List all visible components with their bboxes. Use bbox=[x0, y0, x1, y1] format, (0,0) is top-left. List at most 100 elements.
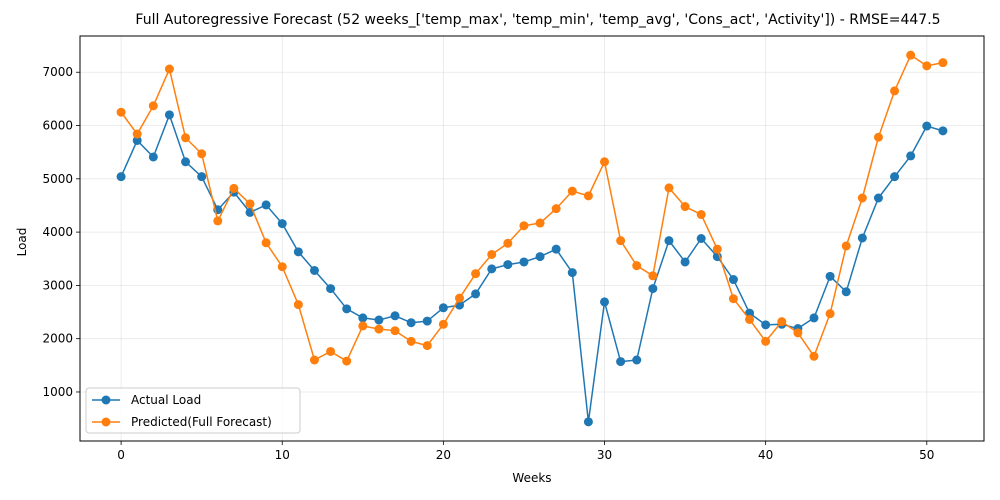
data-point-1 bbox=[471, 269, 481, 279]
data-point-1 bbox=[132, 129, 142, 139]
data-point-1 bbox=[567, 186, 577, 196]
data-point-1 bbox=[616, 236, 626, 246]
x-tick-label: 0 bbox=[117, 448, 125, 462]
data-point-1 bbox=[261, 238, 271, 248]
legend: Actual Load Predicted(Full Forecast) bbox=[85, 387, 301, 434]
x-axis: 0 10 20 30 40 50 bbox=[117, 441, 934, 462]
data-point-1 bbox=[632, 261, 642, 271]
chart-title: Full Autoregressive Forecast (52 weeks_[… bbox=[135, 12, 940, 28]
x-tick-label: 20 bbox=[436, 448, 451, 462]
data-point-1 bbox=[535, 218, 545, 228]
data-point-1 bbox=[745, 315, 755, 324]
data-point-1 bbox=[761, 336, 771, 346]
data-point-1 bbox=[841, 241, 851, 251]
data-point-1 bbox=[148, 101, 158, 111]
data-point-0 bbox=[390, 311, 400, 321]
data-point-1 bbox=[164, 64, 174, 74]
data-point-0 bbox=[648, 284, 658, 294]
data-point-0 bbox=[471, 289, 481, 299]
data-point-1 bbox=[309, 355, 319, 365]
data-point-0 bbox=[326, 284, 336, 294]
data-point-0 bbox=[261, 200, 271, 210]
data-point-1 bbox=[181, 133, 191, 143]
y-axis-label: Load bbox=[15, 228, 29, 257]
y-tick-label: 4000 bbox=[42, 225, 73, 239]
data-point-1 bbox=[342, 356, 352, 366]
data-point-0 bbox=[197, 172, 207, 182]
data-point-0 bbox=[148, 152, 158, 162]
y-axis: 1000 2000 3000 4000 5000 6000 7000 bbox=[42, 65, 80, 399]
data-point-0 bbox=[277, 219, 287, 229]
data-point-0 bbox=[535, 252, 545, 262]
data-point-1 bbox=[197, 149, 207, 159]
data-point-0 bbox=[487, 264, 497, 274]
data-point-1 bbox=[938, 58, 948, 68]
legend-label-actual: Actual Load bbox=[131, 393, 201, 407]
data-point-0 bbox=[728, 275, 738, 285]
data-point-1 bbox=[922, 61, 932, 71]
data-point-0 bbox=[664, 236, 674, 246]
data-point-0 bbox=[938, 126, 948, 136]
data-point-1 bbox=[374, 324, 384, 334]
data-point-1 bbox=[825, 309, 835, 319]
data-point-1 bbox=[422, 341, 432, 351]
data-point-1 bbox=[358, 321, 368, 331]
legend-frame bbox=[85, 387, 301, 434]
data-point-0 bbox=[825, 271, 835, 281]
data-point-1 bbox=[890, 86, 900, 96]
y-tick-label: 5000 bbox=[42, 172, 73, 186]
data-point-1 bbox=[438, 319, 448, 329]
data-point-1 bbox=[229, 183, 239, 193]
data-point-0 bbox=[132, 135, 142, 145]
data-point-0 bbox=[438, 303, 448, 313]
data-point-0 bbox=[906, 151, 916, 161]
data-point-1 bbox=[906, 50, 916, 60]
data-point-0 bbox=[632, 355, 642, 365]
x-tick-label: 30 bbox=[597, 448, 612, 462]
data-point-1 bbox=[551, 204, 561, 214]
x-axis-label: Weeks bbox=[512, 471, 551, 485]
data-point-0 bbox=[616, 357, 626, 367]
data-point-1 bbox=[600, 157, 610, 167]
data-point-1 bbox=[406, 336, 416, 346]
data-point-0 bbox=[503, 260, 513, 270]
data-point-0 bbox=[116, 172, 126, 182]
data-point-1 bbox=[116, 107, 126, 117]
data-point-0 bbox=[600, 297, 610, 307]
data-point-0 bbox=[519, 257, 529, 267]
data-point-0 bbox=[873, 193, 883, 203]
data-point-1 bbox=[777, 317, 787, 327]
data-point-1 bbox=[519, 221, 529, 231]
data-point-0 bbox=[164, 110, 174, 120]
series-layer bbox=[116, 50, 948, 427]
data-point-0 bbox=[567, 268, 577, 278]
x-tick-label: 50 bbox=[919, 448, 934, 462]
grid-lines bbox=[80, 36, 984, 441]
data-point-1 bbox=[857, 193, 867, 203]
data-point-1 bbox=[293, 300, 303, 310]
data-point-0 bbox=[551, 244, 561, 254]
data-point-1 bbox=[503, 238, 513, 248]
data-point-0 bbox=[293, 247, 303, 257]
data-point-0 bbox=[309, 265, 319, 275]
data-point-1 bbox=[277, 262, 287, 272]
data-point-1 bbox=[728, 294, 738, 304]
data-point-1 bbox=[809, 351, 819, 361]
data-point-0 bbox=[583, 417, 593, 427]
data-point-0 bbox=[374, 315, 384, 325]
data-point-0 bbox=[181, 157, 191, 167]
legend-marker-predicted bbox=[101, 417, 111, 427]
x-tick-label: 10 bbox=[275, 448, 290, 462]
data-point-0 bbox=[680, 257, 690, 267]
data-point-1 bbox=[326, 346, 336, 356]
data-point-1 bbox=[873, 132, 883, 142]
data-point-0 bbox=[809, 313, 819, 323]
data-point-1 bbox=[680, 202, 690, 212]
x-tick-label: 40 bbox=[758, 448, 773, 462]
y-tick-label: 7000 bbox=[42, 65, 73, 79]
data-point-1 bbox=[245, 199, 255, 209]
data-point-1 bbox=[664, 183, 674, 193]
data-point-0 bbox=[422, 316, 432, 326]
plot-frame bbox=[79, 35, 985, 442]
